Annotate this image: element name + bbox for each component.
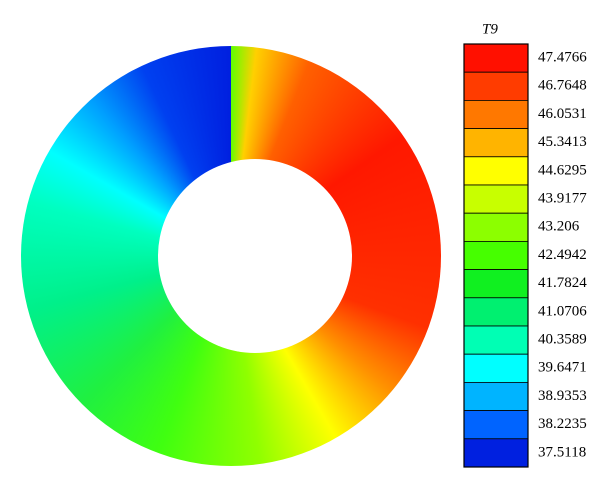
legend-label: 41.7824	[538, 275, 587, 291]
legend-swatch	[463, 184, 529, 214]
legend-swatch	[463, 269, 529, 299]
legend-label: 47.4766	[538, 50, 587, 66]
legend-label: 45.3413	[538, 134, 587, 150]
legend-swatch	[463, 410, 529, 440]
legend-swatch	[463, 100, 529, 130]
legend-swatch	[463, 156, 529, 186]
legend-label: 39.6471	[538, 360, 587, 376]
legend-frame	[463, 43, 529, 468]
legend-label: 43.206	[538, 219, 580, 235]
legend-label: 46.7648	[538, 78, 587, 94]
legend-label: 41.0706	[538, 303, 587, 319]
legend-swatch	[463, 43, 529, 73]
legend-label: 40.3589	[538, 332, 587, 348]
legend-title: T9	[482, 21, 498, 37]
legend-label: 37.5118	[538, 444, 586, 460]
legend-label: 46.0531	[538, 106, 587, 122]
legend-label: 44.6295	[538, 162, 587, 178]
legend-label: 38.9353	[538, 388, 587, 404]
legend-label: 38.2235	[538, 416, 587, 432]
legend-label: 43.9177	[538, 191, 587, 207]
legend-swatch	[463, 438, 529, 468]
legend-swatch	[463, 297, 529, 327]
inner-hole	[158, 159, 352, 353]
legend-swatch	[463, 212, 529, 242]
legend-swatch	[463, 325, 529, 355]
legend-swatch	[463, 381, 529, 411]
legend-label: 42.4942	[538, 247, 587, 263]
legend-swatch	[463, 128, 529, 158]
legend-swatch	[463, 353, 529, 383]
legend-swatch	[463, 71, 529, 101]
legend-swatch	[463, 240, 529, 270]
